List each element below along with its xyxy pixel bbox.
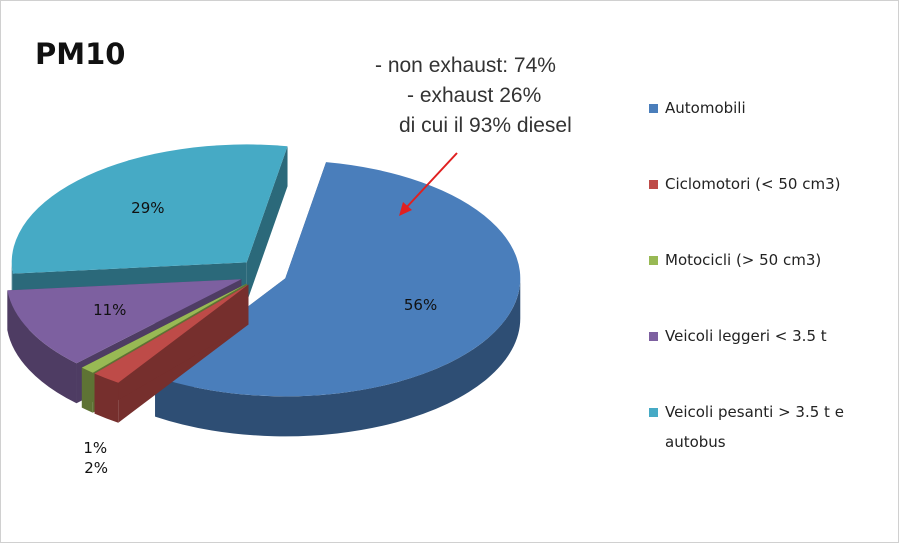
slice (155, 162, 521, 437)
legend-item: Ciclomotori (< 50 cm3) (649, 169, 889, 245)
data-label: 29% (131, 199, 164, 217)
slice (7, 279, 242, 364)
slice-side (155, 278, 521, 437)
legend-swatch (649, 180, 658, 189)
legend-label: Veicoli pesanti > 3.5 t e autobus (665, 403, 844, 451)
legend-label: Motocicli (> 50 cm3) (665, 251, 822, 269)
slice-side (94, 373, 119, 423)
chart-title: PM10 (35, 37, 126, 71)
data-label: 11% (93, 301, 126, 319)
slice-side (81, 367, 93, 413)
data-label: 1% (83, 439, 107, 457)
legend: Automobili Ciclomotori (< 50 cm3) Motocicl… (649, 93, 889, 473)
legend-label: Veicoli leggeri < 3.5 t (665, 327, 827, 345)
pie: 29% 56% 11% 1% 2% (7, 144, 521, 477)
annotation-line: - exhaust 26% (407, 84, 542, 107)
legend-swatch (649, 332, 658, 341)
slice (94, 284, 249, 383)
legend-item: Motocicli (> 50 cm3) (649, 245, 889, 321)
legend-label: Automobili (665, 99, 746, 117)
data-label: 56% (404, 296, 437, 314)
legend-item: Veicoli pesanti > 3.5 t e autobus (649, 397, 889, 473)
annotation-line: di cui il 93% diesel (399, 114, 572, 137)
data-label: 2% (84, 459, 108, 477)
slice (94, 284, 249, 423)
arrow-head (399, 202, 412, 216)
legend-label: Ciclomotori (< 50 cm3) (665, 175, 841, 193)
annotation-line: - non exhaust: 74% (375, 54, 556, 77)
legend-item: Automobili (649, 93, 889, 169)
arrow (404, 152, 458, 210)
slice (155, 162, 521, 397)
legend-swatch (649, 408, 658, 417)
legend-swatch (649, 256, 658, 265)
legend-item: Veicoli leggeri < 3.5 t (649, 321, 889, 397)
annotation: - non exhaust: 74% - exhaust 26% di cui … (371, 51, 572, 141)
legend-swatch (649, 104, 658, 113)
slice (81, 283, 247, 373)
slice-side (7, 290, 77, 404)
slice-wall (94, 284, 249, 414)
slice (11, 144, 288, 274)
slice-wall (246, 146, 288, 303)
